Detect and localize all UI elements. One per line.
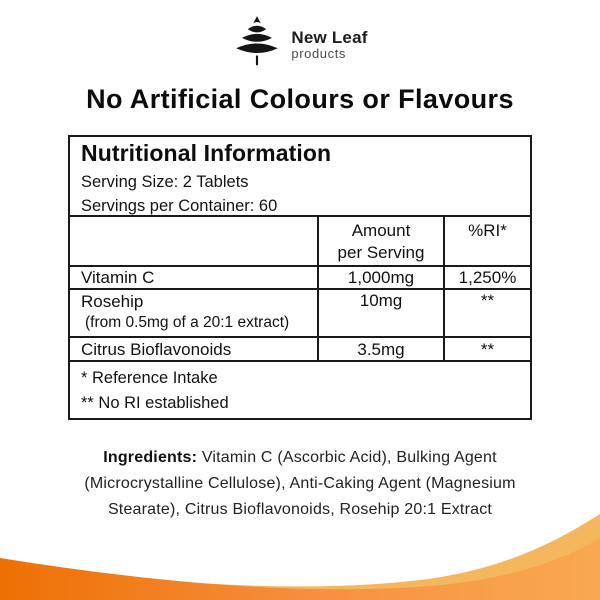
serving-size: Serving Size: 2 Tablets xyxy=(81,173,249,191)
headline: No Artificial Colours or Flavours xyxy=(86,84,514,114)
footnote-reference-intake: * Reference Intake xyxy=(81,369,218,387)
nutrient-ri: ** xyxy=(480,291,495,310)
header-cell-amount: Amount per Serving xyxy=(319,217,445,265)
table-row: Vitamin C 1,000mg 1,250% xyxy=(70,267,530,290)
nutrient-name: Citrus Bioflavonoids xyxy=(70,338,319,360)
table-header-row: Amount per Serving %RI* xyxy=(70,217,530,267)
table-footnotes: * Reference Intake ** No RI established xyxy=(70,362,530,416)
wave-front-layer xyxy=(0,538,600,600)
nutrition-table: Nutritional Information Serving Size: 2 … xyxy=(68,135,532,420)
ingredients-label: Ingredients: xyxy=(103,449,198,466)
nutrient-amount: 1,000mg xyxy=(319,267,445,288)
table-title: Nutritional Information xyxy=(81,140,332,166)
brand-text: New Leaf products xyxy=(291,23,367,62)
wave-back-layer xyxy=(0,514,600,600)
header-amount-line1: Amount xyxy=(351,221,411,240)
nutrition-table-head: Nutritional Information Serving Size: 2 … xyxy=(70,137,530,217)
nutrient-name: Rosehip (from 0.5mg of a 20:1 extract) xyxy=(70,290,319,336)
nutrient-ri: 1,250% xyxy=(458,268,517,287)
nutrient-name: Vitamin C xyxy=(70,267,319,288)
ingredients-text: Ingredients: Vitamin C (Ascorbic Acid), … xyxy=(48,445,553,523)
nutrient-amount: 3.5mg xyxy=(319,338,445,360)
nutrient-name-main: Rosehip xyxy=(81,292,144,311)
table-row: Rosehip (from 0.5mg of a 20:1 extract) 1… xyxy=(70,290,530,338)
header-cell-blank xyxy=(70,217,319,265)
nutrient-ri: ** xyxy=(480,340,495,359)
header-cell-ri: %RI* xyxy=(468,221,507,240)
wave-decoration xyxy=(0,514,600,600)
footnote-no-ri: ** No RI established xyxy=(81,394,229,412)
tree-icon xyxy=(232,14,282,70)
nutrient-amount: 10mg xyxy=(319,290,445,336)
ingredients-list: Vitamin C (Ascorbic Acid), Bulking Agent… xyxy=(84,449,516,518)
servings-per-container: Servings per Container: 60 xyxy=(81,197,278,215)
brand-logo: New Leaf products xyxy=(0,14,600,70)
brand-subtitle: products xyxy=(291,46,347,62)
table-row: Citrus Bioflavonoids 3.5mg ** xyxy=(70,338,530,362)
nutrient-name-detail: (from 0.5mg of a 20:1 extract) xyxy=(85,314,290,331)
brand-name: New Leaf xyxy=(291,27,368,47)
header-amount-line2: per Serving xyxy=(337,243,425,262)
